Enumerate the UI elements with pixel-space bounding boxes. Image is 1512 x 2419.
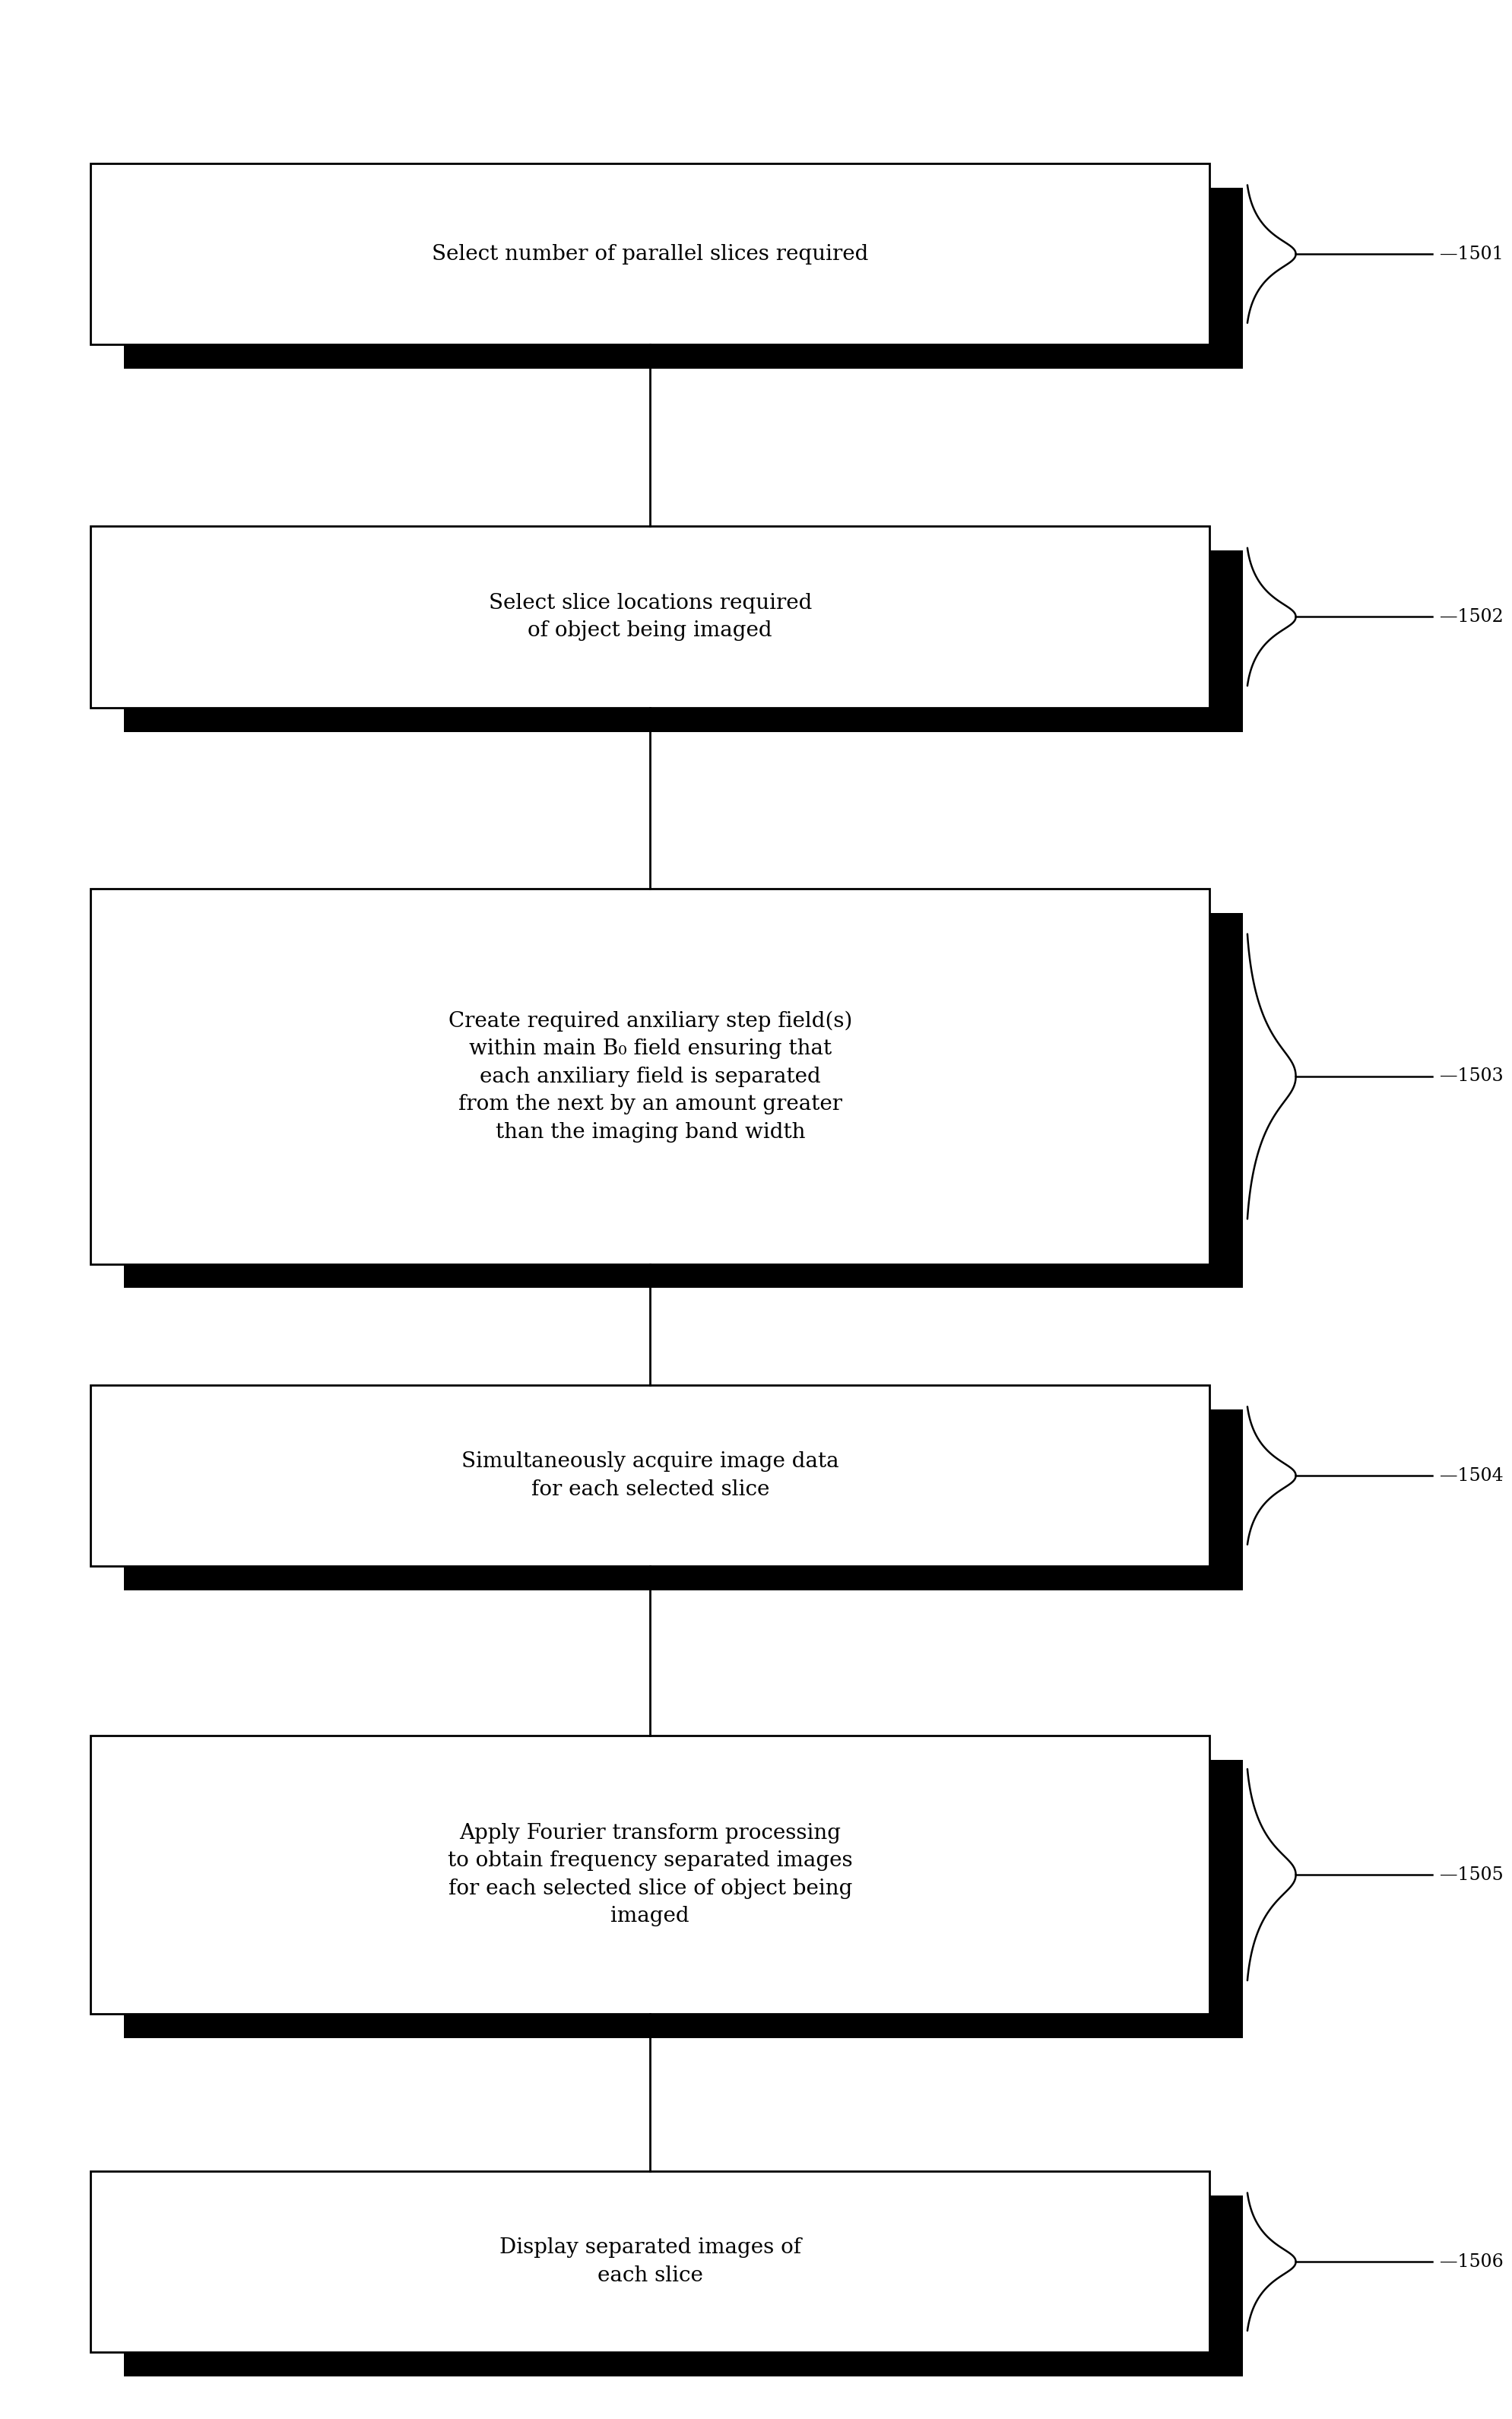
Text: —1503: —1503: [1439, 1067, 1503, 1086]
Text: —1506: —1506: [1439, 2252, 1503, 2271]
Bar: [124, 549, 1243, 731]
Bar: [91, 888, 1210, 1263]
Bar: [124, 912, 1243, 1287]
Text: —1501: —1501: [1439, 244, 1503, 264]
Text: Select number of parallel slices required: Select number of parallel slices require…: [432, 244, 868, 264]
Text: —1505: —1505: [1439, 1865, 1503, 1884]
Text: Apply Fourier transform processing
to obtain frequency separated images
for each: Apply Fourier transform processing to ob…: [448, 1824, 853, 1926]
Bar: [124, 1408, 1243, 1592]
Bar: [91, 1384, 1210, 1568]
Bar: [124, 189, 1243, 368]
Bar: [91, 1737, 1210, 2013]
Text: Create required anxiliary step field(s)
within main B₀ field ensuring that
each : Create required anxiliary step field(s) …: [448, 1011, 853, 1142]
Text: —1502: —1502: [1439, 607, 1503, 627]
Text: Simultaneously acquire image data
for each selected slice: Simultaneously acquire image data for ea…: [461, 1451, 839, 1500]
Text: Display separated images of
each slice: Display separated images of each slice: [499, 2238, 801, 2286]
Bar: [91, 2172, 1210, 2351]
Bar: [91, 162, 1210, 343]
Text: —1504: —1504: [1439, 1466, 1503, 1485]
Bar: [124, 2196, 1243, 2375]
Text: Select slice locations required
of object being imaged: Select slice locations required of objec…: [488, 593, 812, 641]
Bar: [124, 1761, 1243, 2037]
Bar: [91, 527, 1210, 706]
